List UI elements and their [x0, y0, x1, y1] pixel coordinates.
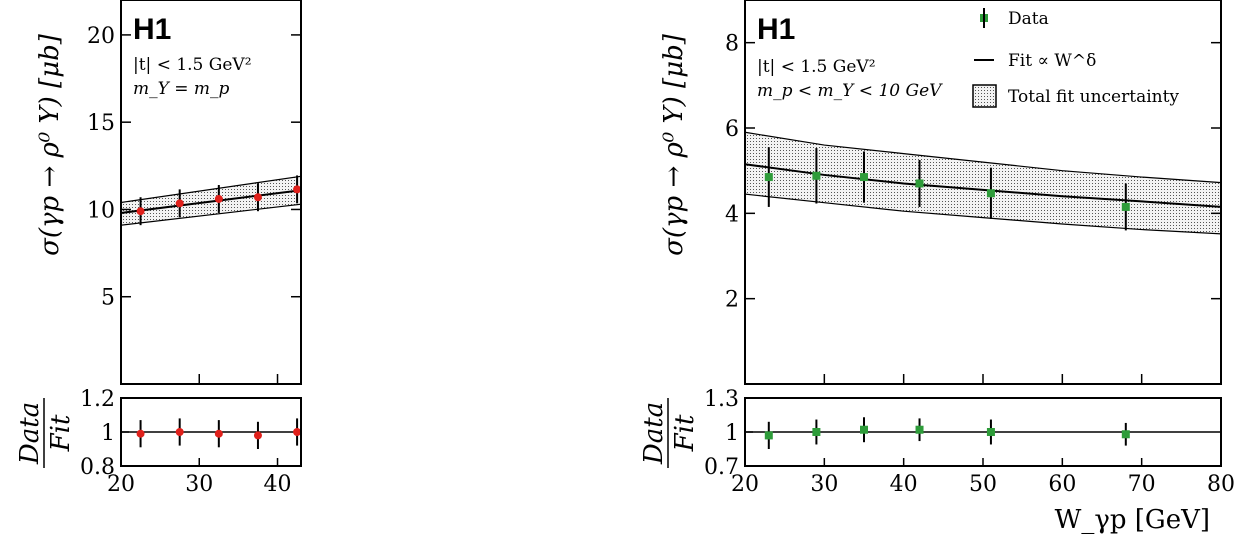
right-experiment-label: H1 — [757, 13, 795, 46]
left-fit-line — [120, 189, 302, 214]
left-ytick-label: 5 — [101, 286, 115, 311]
left-ratio-point — [214, 429, 223, 438]
left-data-point — [136, 207, 145, 216]
left-plot: σ(γp → ρ⁰ Y) [μb] Data Fit H1 |t| < 1.5 … — [15, 0, 302, 497]
right-ratio-label-num: Data — [639, 402, 669, 465]
right-data-point — [860, 173, 868, 182]
right-ytick-label: 2 — [725, 288, 739, 313]
right-data-point — [986, 189, 995, 198]
left-annotation-1: |t| < 1.5 GeV² — [133, 55, 252, 75]
legend-data-label: Data — [1008, 9, 1049, 29]
right-ratio-point — [986, 428, 995, 436]
left-ratio-point — [293, 428, 302, 436]
left-ratio-ytick-label: 0.8 — [80, 455, 115, 480]
legend-band-swatch — [972, 84, 997, 108]
left-data-point — [175, 199, 184, 208]
left-experiment-label: H1 — [133, 13, 171, 46]
right-xtick-label: 70 — [1128, 472, 1156, 497]
left-annotation-2: m_Y = m_p — [133, 79, 230, 99]
right-data-point — [915, 179, 924, 188]
right-ylabel: σ(γp → ρ⁰ Y) [μb] — [659, 33, 689, 256]
left-ytick-label: 20 — [87, 24, 115, 49]
left-ratio-point — [253, 431, 262, 440]
left-ylabel: σ(γp → ρ⁰ Y) [μb] — [35, 33, 65, 256]
right-xtick-label: 50 — [969, 472, 997, 497]
right-xtick-label: 60 — [1048, 472, 1076, 497]
right-ytick-label: 8 — [725, 32, 739, 57]
right-ytick-label: 4 — [725, 202, 739, 227]
right-annotation-1: |t| < 1.5 GeV² — [757, 57, 876, 77]
legend-fit-label: Fit ∝ W^δ — [1008, 51, 1096, 71]
legend-band-label: Total fit uncertainty — [1008, 87, 1179, 107]
left-ratio-label-num: Data — [15, 402, 45, 465]
right-ratio-ytick-label: 1 — [725, 421, 739, 446]
legend: Data Fit ∝ W^δ Total fit uncertainty — [972, 8, 1179, 108]
right-ratio-point — [1121, 430, 1130, 439]
left-data-point — [214, 194, 223, 203]
right-ratio-point — [860, 425, 868, 434]
right-ratio-point — [764, 431, 773, 440]
left-xtick-label: 20 — [107, 472, 135, 497]
right-ytick-label: 6 — [725, 117, 739, 142]
right-data-point — [764, 173, 773, 182]
left-ytick-label: 10 — [87, 198, 115, 223]
right-xtick-label: 40 — [890, 472, 918, 497]
right-xtick-label: 20 — [731, 472, 759, 497]
right-xtick-label: 30 — [810, 472, 838, 497]
right-xlabel: W_γp [GeV] — [1055, 505, 1210, 535]
left-ratio-point — [136, 429, 145, 438]
left-xtick-label: 40 — [264, 472, 292, 497]
right-ratio-ytick-label: 0.7 — [704, 455, 739, 480]
left-data-point — [253, 193, 262, 202]
left-ratio-ytick-label: 1 — [101, 421, 115, 446]
right-ratio-ytick-label: 1.3 — [704, 387, 739, 412]
right-annotation-2: m_p < m_Y < 10 GeV — [757, 81, 943, 101]
left-data-point — [293, 185, 302, 194]
left-main-frame — [120, 0, 302, 385]
left-ratio-label-den: Fit — [46, 414, 76, 452]
right-data-point — [812, 171, 821, 180]
right-ratio-point — [915, 425, 924, 434]
right-plot: σ(γp → ρ⁰ Y) [μb] Data Fit H1 |t| < 1.5 … — [639, 0, 1235, 535]
right-fit-line — [744, 163, 1222, 208]
right-data-point — [1121, 202, 1130, 211]
left-ytick-label: 15 — [87, 111, 115, 136]
left-ratio-point — [175, 428, 184, 436]
right-xtick-label: 80 — [1207, 472, 1235, 497]
right-ratio-point — [812, 428, 821, 436]
right-ratio-label-den: Fit — [670, 414, 700, 452]
left-xtick-label: 30 — [185, 472, 213, 497]
left-ratio-ytick-label: 1.2 — [80, 387, 115, 412]
